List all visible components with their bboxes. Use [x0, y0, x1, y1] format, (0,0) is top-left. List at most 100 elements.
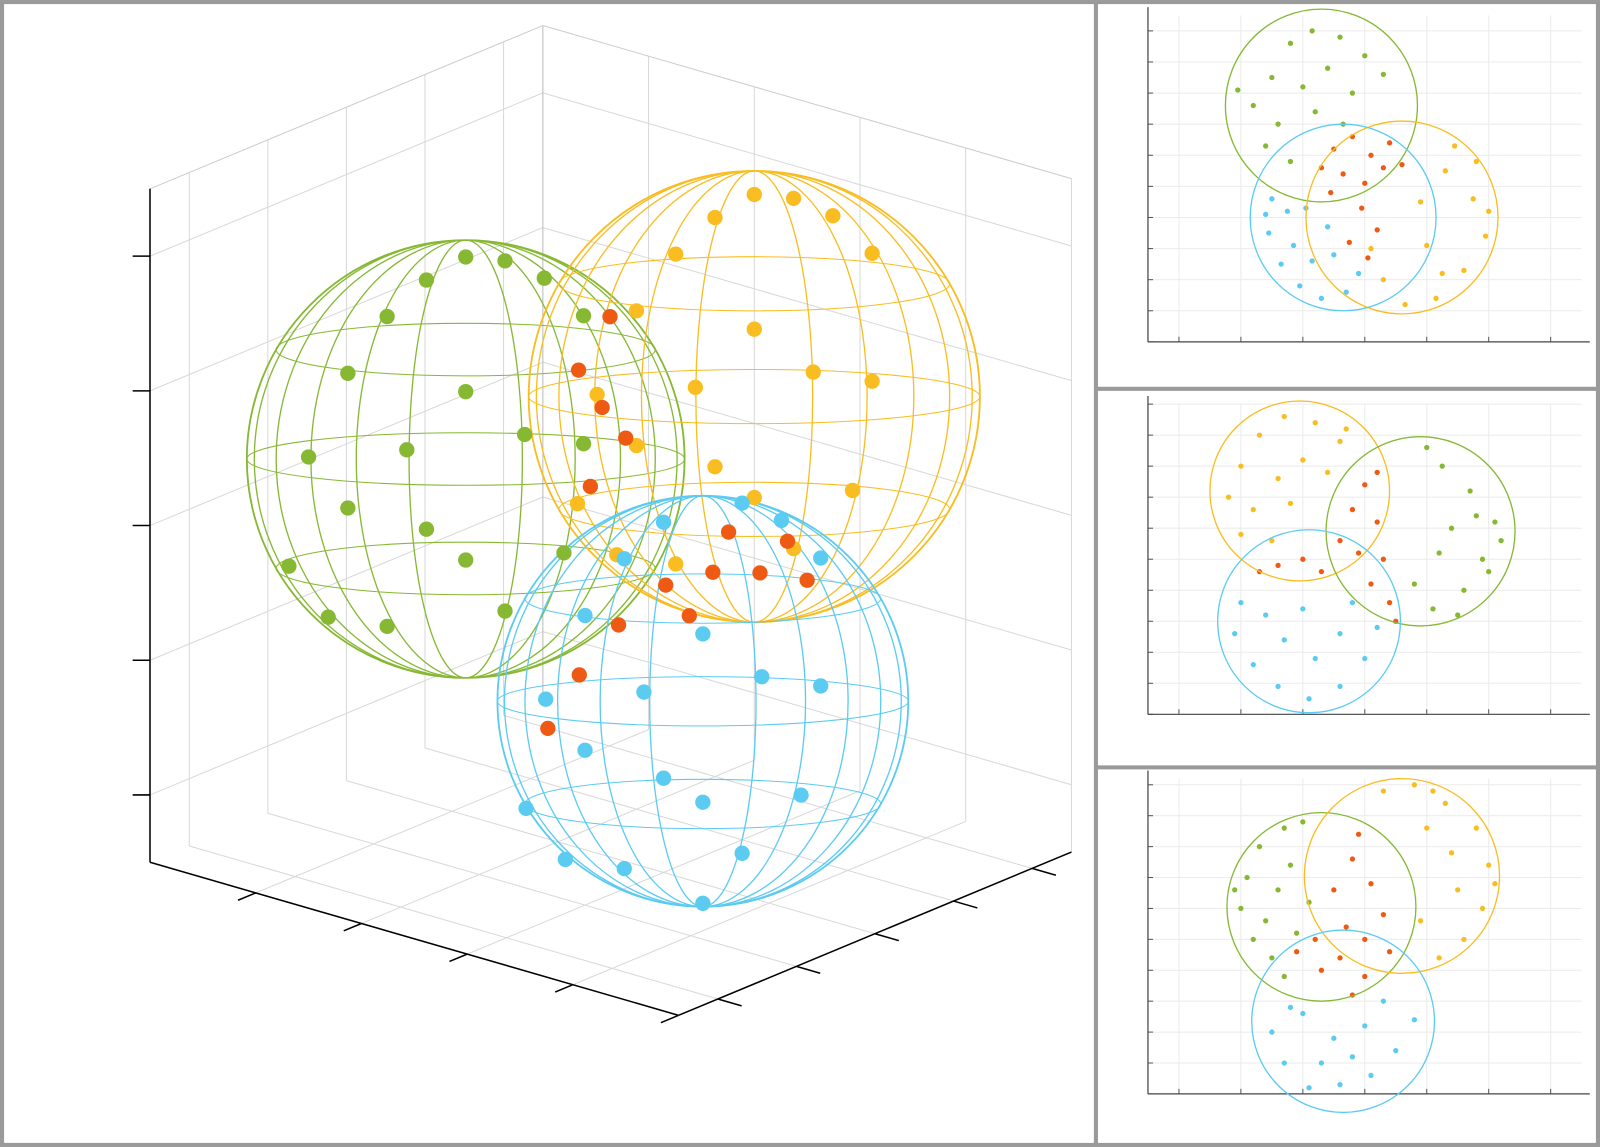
- point: [1300, 556, 1306, 562]
- point: [497, 253, 513, 269]
- point: [1470, 196, 1476, 202]
- point: [1263, 612, 1269, 618]
- point: [707, 459, 723, 475]
- box-edge: [149, 25, 544, 190]
- point: [594, 399, 610, 416]
- point: [418, 521, 435, 537]
- point: [1467, 488, 1473, 494]
- point: [1309, 258, 1315, 264]
- point: [1380, 998, 1387, 1004]
- y-tick: [953, 900, 978, 909]
- point: [379, 308, 395, 325]
- point: [1411, 782, 1418, 788]
- point: [1232, 631, 1238, 637]
- point: [1433, 295, 1439, 301]
- point: [1281, 973, 1287, 980]
- point: [1263, 211, 1269, 218]
- point: [1473, 158, 1479, 165]
- point: [1386, 949, 1393, 955]
- point: [1349, 506, 1356, 513]
- point: [458, 552, 474, 568]
- point: [1417, 199, 1424, 205]
- point: [655, 514, 672, 530]
- point: [1290, 242, 1297, 249]
- point: [1331, 252, 1337, 258]
- point: [1482, 233, 1489, 239]
- point: [734, 845, 750, 861]
- point: [569, 496, 586, 512]
- point: [1331, 1035, 1337, 1041]
- point: [687, 379, 704, 396]
- point: [695, 794, 711, 810]
- point: [1430, 606, 1436, 612]
- point: [540, 720, 556, 737]
- point: [1300, 606, 1306, 612]
- point: [695, 895, 711, 911]
- point: [1250, 936, 1256, 942]
- x-tick: [660, 1014, 679, 1024]
- point: [1355, 550, 1362, 556]
- point: [1343, 289, 1349, 295]
- point: [1368, 581, 1374, 587]
- point: [1337, 955, 1343, 961]
- point: [1343, 924, 1349, 930]
- cluster-circle: [1226, 811, 1417, 1002]
- point: [1340, 171, 1346, 177]
- point: [1411, 581, 1418, 587]
- point: [1355, 831, 1362, 837]
- grid-line: [346, 780, 876, 935]
- point: [1244, 874, 1250, 881]
- point: [746, 489, 762, 506]
- point: [864, 245, 880, 261]
- point: [1306, 1085, 1312, 1091]
- cluster-circle: [1209, 400, 1391, 582]
- point: [1368, 245, 1374, 252]
- point: [1337, 537, 1343, 544]
- point: [1328, 189, 1334, 196]
- point: [1300, 457, 1306, 463]
- point: [658, 577, 674, 593]
- point: [538, 691, 554, 707]
- point: [589, 386, 605, 403]
- point: [746, 186, 762, 203]
- point: [793, 787, 809, 803]
- point: [785, 190, 802, 207]
- point: [1256, 432, 1263, 438]
- point: [1368, 152, 1374, 158]
- grid-line: [189, 845, 718, 1000]
- point: [1324, 469, 1331, 476]
- point: [1368, 881, 1374, 887]
- point: [300, 449, 317, 465]
- point: [1343, 426, 1349, 432]
- point: [1266, 230, 1272, 236]
- point: [1346, 239, 1352, 246]
- point: [1337, 1081, 1343, 1088]
- point: [705, 564, 721, 580]
- point: [799, 572, 815, 588]
- point: [825, 208, 841, 224]
- point: [1380, 556, 1387, 562]
- point: [636, 684, 652, 700]
- point: [1374, 469, 1380, 476]
- point: [577, 742, 593, 758]
- point: [1281, 825, 1287, 831]
- point: [1393, 1047, 1399, 1054]
- grid-line: [424, 747, 954, 902]
- point: [813, 678, 829, 694]
- point: [1293, 949, 1300, 955]
- point: [1275, 121, 1281, 127]
- point: [1312, 936, 1318, 942]
- point: [577, 607, 593, 624]
- point: [1238, 905, 1244, 912]
- grid-line: [572, 820, 966, 986]
- point: [655, 770, 672, 786]
- point: [779, 533, 796, 549]
- point: [1225, 494, 1232, 500]
- x-tick: [449, 953, 468, 963]
- point: [1399, 161, 1405, 168]
- point: [571, 667, 587, 683]
- grid-line: [267, 812, 797, 967]
- point: [1402, 301, 1408, 308]
- point: [1278, 261, 1284, 267]
- point: [1337, 631, 1343, 637]
